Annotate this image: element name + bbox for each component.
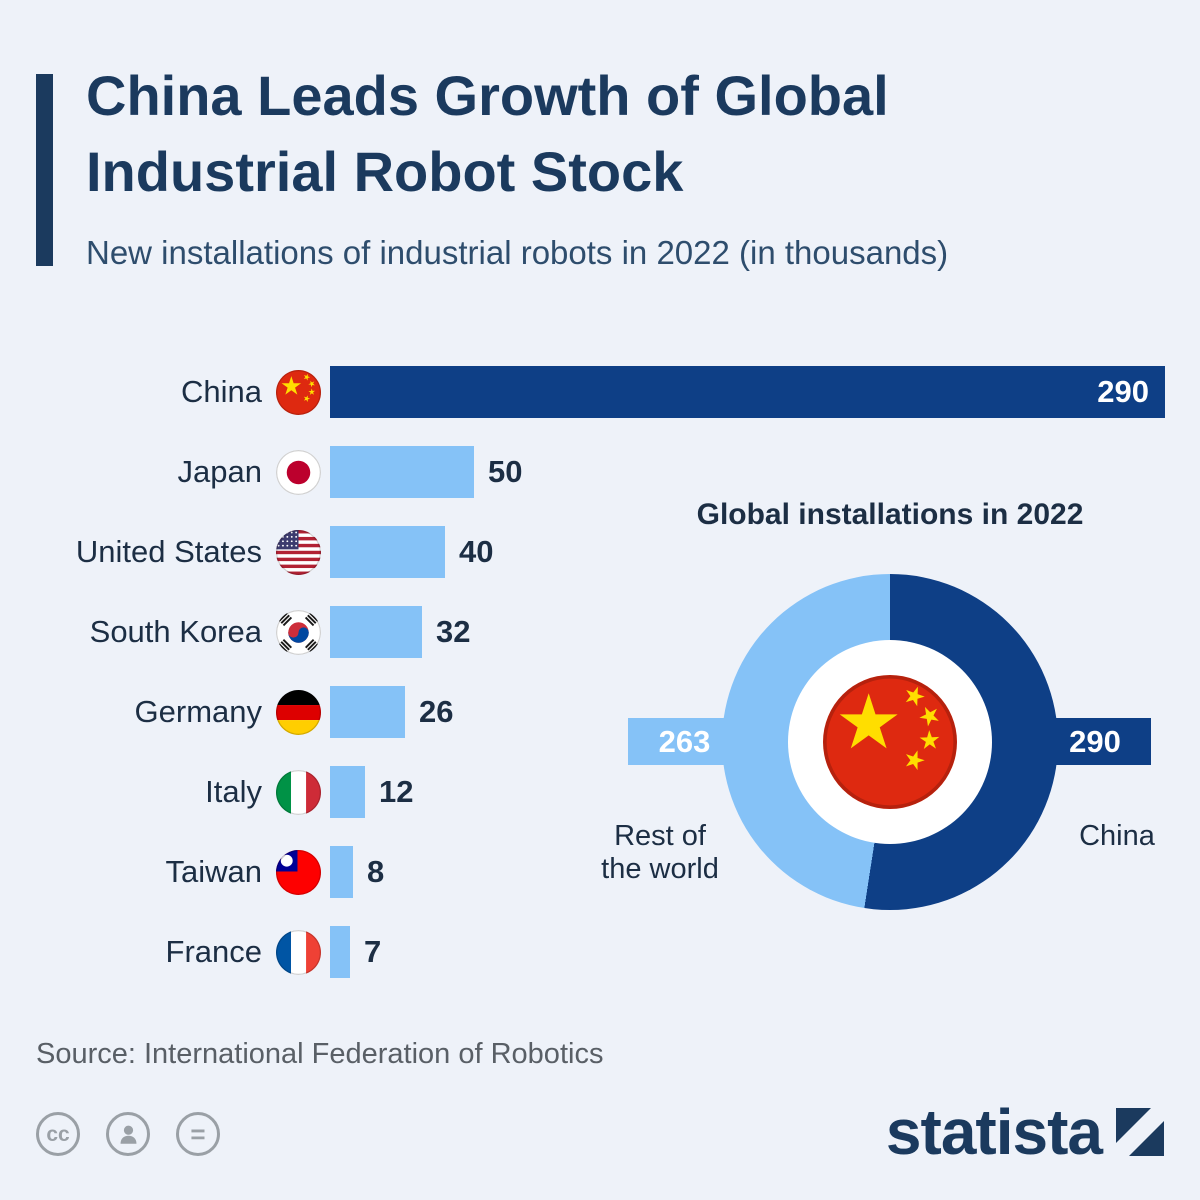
flag-icon-cn: [276, 369, 321, 415]
flag-icon-tw: [276, 849, 321, 895]
china-flag-icon: [823, 675, 957, 809]
bar-tw: [330, 846, 353, 898]
statista-wordmark: statista: [885, 1096, 1103, 1168]
page-subtitle: New installations of industrial robots i…: [86, 234, 949, 271]
bar-us: [330, 526, 445, 578]
bar-value: 7: [364, 934, 382, 969]
cc-icon: cc: [36, 1112, 80, 1156]
bar-kr: [330, 606, 422, 658]
source-text: Source: International Federation of Robo…: [36, 1038, 604, 1070]
donut-chart: Global installations in 2022 263 290 Res…: [560, 498, 1200, 938]
bar-chart: China 290 Japan 50 United States 40 South Kore…: [36, 352, 1165, 992]
page-title: China Leads Growth of Global Industrial R…: [86, 58, 889, 210]
flag-icon-fr: [276, 929, 321, 975]
china-label: China: [1079, 820, 1155, 852]
bar-value: 12: [379, 774, 414, 809]
bar-row: Italy 12: [36, 752, 1165, 832]
statista-brand: statista: [886, 1095, 1164, 1169]
country-label: France: [165, 934, 262, 969]
title-line-2: Industrial Robot Stock: [86, 140, 684, 204]
rest-label-line-1: Rest of: [614, 820, 706, 852]
bar-track: 12: [330, 766, 1165, 818]
bar-row: Japan 50: [36, 432, 1165, 512]
title-accent-bar: [36, 74, 53, 266]
bar-track: 290: [330, 366, 1165, 418]
bar-track: 40: [330, 526, 1165, 578]
bar-track: 26: [330, 686, 1165, 738]
country-label: China: [181, 374, 262, 409]
country-label: Germany: [134, 694, 262, 729]
bar-row: France 7: [36, 912, 1165, 992]
title-line-1: China Leads Growth of Global: [86, 64, 889, 127]
bar-de: [330, 686, 405, 738]
bar-it: [330, 766, 365, 818]
bar-value: 8: [367, 854, 385, 889]
rest-of-world-value-tag: 263: [628, 718, 741, 765]
bar-value: 32: [436, 614, 471, 649]
china-value-tag: 290: [1039, 718, 1151, 765]
rest-label-line-2: the world: [601, 852, 719, 885]
rest-of-world-label: Rest of the world: [570, 820, 750, 886]
bar-value: 26: [419, 694, 454, 729]
country-label: Taiwan: [165, 854, 263, 889]
equal-icon: =: [176, 1112, 220, 1156]
bar-track: 7: [330, 926, 1165, 978]
bar-cn: 290: [330, 366, 1165, 418]
statista-logo-icon: [1116, 1108, 1164, 1156]
bar-row: Germany 26: [36, 672, 1165, 752]
license-icons: cc =: [36, 1112, 220, 1156]
donut-title: Global installations in 2022: [696, 498, 1084, 531]
bar-track: 50: [330, 446, 1165, 498]
bar-track: 8: [330, 846, 1165, 898]
bar-row: South Korea 32: [36, 592, 1165, 672]
bar-jp: [330, 446, 474, 498]
country-label: South Korea: [89, 614, 262, 649]
attribution-person-icon: [106, 1112, 150, 1156]
country-label: United States: [75, 534, 262, 569]
country-label: Italy: [205, 774, 262, 809]
flag-icon-kr: [276, 609, 321, 655]
flag-icon-it: [276, 769, 321, 815]
flag-icon-us: [276, 529, 321, 575]
bar-fr: [330, 926, 350, 978]
bar-track: 32: [330, 606, 1165, 658]
bar-row: China 290: [36, 352, 1165, 432]
bar-row: United States 40: [36, 512, 1165, 592]
bar-value: 50: [488, 454, 523, 489]
flag-icon-de: [276, 689, 321, 735]
bar-value: 40: [459, 534, 494, 569]
bar-value: 290: [1097, 374, 1149, 409]
bar-row: Taiwan 8: [36, 832, 1165, 912]
flag-icon-jp: [276, 449, 321, 495]
country-label: Japan: [177, 454, 262, 489]
